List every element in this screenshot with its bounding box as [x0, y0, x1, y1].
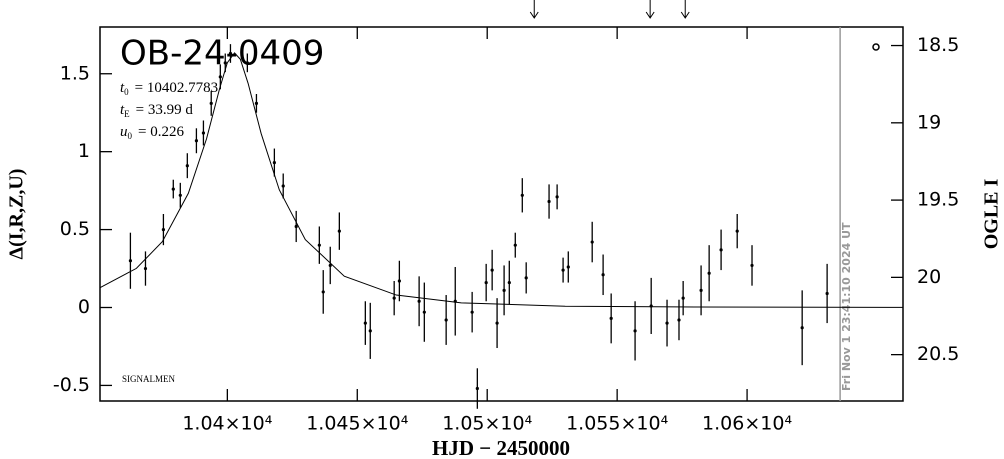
data-point: [507, 280, 511, 285]
data-point: [484, 280, 488, 285]
data-point: [524, 276, 528, 280]
data-point: [143, 266, 148, 271]
data-point: [422, 310, 426, 314]
data-point: [649, 304, 653, 308]
annotation-text: = 33.99 d: [136, 102, 194, 118]
data-point: [185, 164, 189, 168]
timestamp: Fri Nov 1 23:41:10 2024 UT: [840, 222, 853, 391]
data-point: [417, 299, 421, 303]
data-point: [178, 193, 182, 197]
data-point: [547, 199, 551, 204]
x-tick-label: 1.04×10⁴: [182, 413, 272, 435]
chart-title: OB-24-0409: [120, 34, 324, 74]
data-point: [171, 187, 175, 191]
data-point: [699, 288, 703, 292]
data-point: [453, 299, 457, 303]
data-point: [317, 243, 321, 247]
data-point: [128, 259, 133, 263]
model-curve: [99, 52, 904, 308]
annotation-symbol: u: [120, 124, 128, 140]
y-tick-label: 0: [78, 296, 90, 318]
y-tick-label: 0.5: [60, 218, 90, 240]
data-point: [194, 139, 199, 143]
y2-axis-label: OGLE I: [981, 178, 1003, 249]
y2-tick-label: 19: [917, 111, 941, 133]
annotation: t0 = 10402.7783: [120, 80, 218, 97]
data-point: [294, 224, 298, 229]
data-point: [665, 321, 669, 325]
data-point: [392, 296, 396, 300]
arrow: [529, 0, 539, 19]
data-point: [245, 61, 249, 65]
symbol: [872, 43, 880, 51]
y-tick-label: -0.5: [53, 374, 90, 396]
plot-frame: [99, 26, 904, 402]
annotation-symbol: t: [120, 102, 125, 118]
annotation-sub: 0: [124, 87, 129, 97]
data-point: [590, 240, 594, 244]
y2-tick-label: 19.5: [917, 189, 959, 211]
annotation: u0 = 0.226: [120, 124, 184, 141]
data-point: [707, 271, 711, 275]
data-point: [363, 321, 367, 325]
data-point: [328, 263, 332, 268]
x-tick-label: 1.055×10⁴: [566, 413, 668, 435]
data-point: [495, 321, 499, 325]
annotation-text: = 0.226: [138, 124, 184, 140]
data-point: [209, 101, 213, 105]
annotation-text: = 10402.7783: [135, 80, 218, 96]
footer: SIGNALMEN: [122, 374, 175, 384]
data-point: [502, 288, 506, 292]
data-point: [555, 195, 559, 199]
data-point: [633, 329, 637, 333]
arrow: [645, 0, 655, 19]
annotation: tE = 33.99 d: [120, 102, 193, 119]
data-point: [281, 184, 285, 188]
data-point: [161, 227, 166, 232]
data-point: [223, 61, 227, 65]
data-point: [719, 248, 723, 252]
annotation-sub: E: [124, 109, 130, 119]
x-tick-label: 1.05×10⁴: [442, 413, 532, 435]
data-point: [272, 160, 276, 165]
x-tick-label: 1.06×10⁴: [702, 413, 792, 435]
data-point: [337, 229, 341, 233]
y-tick-label: 1: [78, 140, 90, 162]
data-point: [601, 273, 605, 277]
data-point: [201, 131, 206, 135]
data-point: [475, 386, 479, 391]
data-point: [800, 326, 804, 330]
data-point: [677, 318, 681, 322]
y2-tick-label: 20.5: [917, 343, 959, 365]
annotation-sub: 0: [128, 131, 133, 141]
data-point: [397, 279, 401, 283]
y2-tick-label: 18.5: [917, 34, 959, 56]
data-point: [228, 51, 233, 56]
data-point: [566, 265, 570, 269]
y-tick-label: 1.5: [60, 62, 90, 84]
data-point: [470, 310, 474, 314]
data-point: [825, 291, 829, 296]
data-point: [321, 290, 325, 294]
y-axis-label: Δ(I,R,Z,U): [6, 169, 28, 260]
data-point: [561, 268, 565, 272]
data-point: [735, 229, 739, 233]
data-point: [520, 193, 524, 197]
data-point: [218, 75, 222, 79]
data-point: [513, 243, 517, 247]
data-point: [368, 329, 372, 333]
y2-tick-label: 20: [917, 266, 941, 288]
x-axis-label: HJD − 2450000: [432, 436, 570, 459]
arrow: [680, 0, 690, 19]
data-point: [681, 296, 685, 300]
data-point: [444, 318, 448, 322]
data-point: [490, 268, 494, 272]
data-point: [254, 101, 259, 105]
data-point: [750, 263, 754, 268]
x-tick-label: 1.045×10⁴: [306, 413, 408, 435]
data-point: [609, 316, 613, 321]
annotation-symbol: t: [120, 80, 125, 96]
